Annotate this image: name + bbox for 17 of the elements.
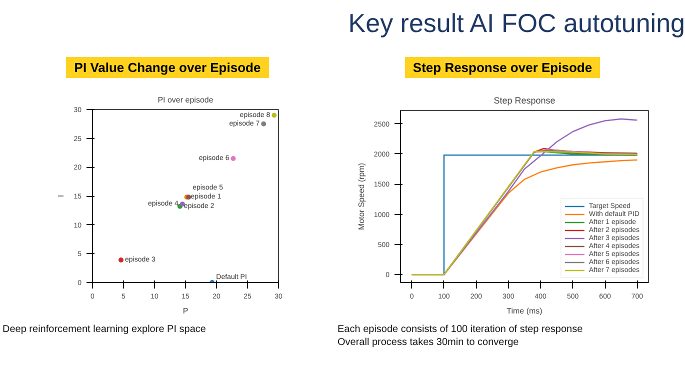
y-axis-title: I <box>56 194 66 198</box>
text: Each episode consists of 100 iteration of step response <box>338 324 583 335</box>
point <box>179 202 184 207</box>
chart-subtitle: Step Response over Episode <box>404 57 600 78</box>
text: Overall process takes 30min to converge <box>338 337 519 348</box>
chart-title: Step Response <box>493 96 555 106</box>
chart-subtitle: PI Value Change over Episode <box>66 57 269 78</box>
text: Deep reinforcement learning explore PI space <box>2 323 206 336</box>
point <box>118 258 124 263</box>
text: Key result AI FOC autotuning <box>348 7 685 40</box>
x-axis-title: Time (ms) <box>506 306 542 316</box>
y-axis-title: Motor Speed (rpm) <box>356 162 366 230</box>
x-axis-title: P <box>182 306 188 316</box>
point <box>260 121 266 126</box>
chart-title: PI over episode <box>157 96 214 104</box>
point <box>271 112 276 118</box>
point <box>230 156 236 162</box>
